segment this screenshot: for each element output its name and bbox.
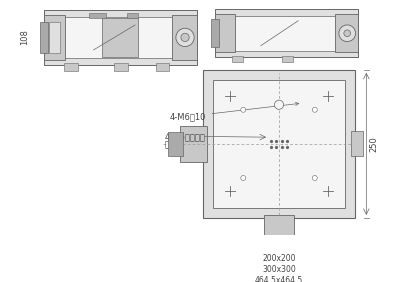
Bar (335, 14, 358, 52)
Bar (64, 63, 78, 71)
Circle shape (176, 28, 194, 47)
Bar (90, 13, 106, 18)
Circle shape (312, 107, 317, 112)
Circle shape (241, 107, 246, 112)
Circle shape (339, 25, 356, 41)
Text: 250: 250 (370, 136, 379, 152)
Bar (40, 22, 48, 53)
Circle shape (344, 30, 350, 37)
Bar (203, 70, 355, 218)
Bar (211, 19, 219, 47)
Bar (271, 239, 287, 254)
Bar (44, 10, 197, 65)
Bar (351, 131, 363, 156)
Bar (233, 16, 340, 51)
Bar (156, 63, 169, 71)
Text: 反面: 反面 (165, 140, 175, 149)
Text: 4-M6深10: 4-M6深10 (170, 102, 299, 121)
Bar (264, 215, 294, 241)
Bar (49, 22, 60, 53)
Circle shape (181, 33, 189, 41)
Text: 300x300: 300x300 (262, 265, 296, 274)
Bar (232, 56, 243, 62)
Text: 108: 108 (20, 30, 30, 45)
Bar (168, 132, 183, 155)
Bar (282, 56, 293, 62)
Circle shape (312, 175, 317, 180)
Bar (127, 13, 138, 18)
Text: 464.5x464.5: 464.5x464.5 (255, 276, 303, 282)
Bar (172, 15, 197, 60)
Bar (215, 14, 235, 52)
Circle shape (274, 100, 284, 109)
Bar (215, 9, 358, 57)
Bar (44, 15, 65, 60)
Circle shape (241, 175, 246, 180)
Bar (114, 63, 128, 71)
Text: 4-M6螺钉沉孔: 4-M6螺钉沉孔 (165, 132, 206, 141)
Bar (102, 18, 138, 57)
Text: 200x200: 200x200 (262, 254, 296, 263)
Bar (64, 17, 177, 58)
Bar (180, 125, 207, 162)
Bar (213, 80, 345, 208)
